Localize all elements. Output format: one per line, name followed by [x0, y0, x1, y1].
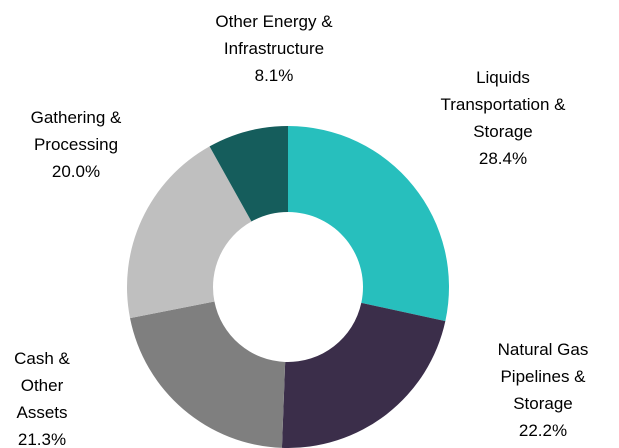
donut-slice [281, 302, 446, 448]
value-label: 22.2% [518, 421, 568, 440]
value-label: 28.4% [478, 149, 528, 168]
donut-slice [130, 301, 286, 448]
value-label: 20.0% [51, 162, 101, 181]
category-name: Cash & Other Assets [14, 349, 70, 422]
value-label: 8.1% [254, 66, 294, 85]
category-name: Natural Gas Pipelines & Storage [497, 340, 589, 413]
slice-label: Cash & Other Assets 21.3% [2, 345, 82, 448]
category-name: Liquids Transportation & Storage [440, 68, 566, 141]
donut-slice [209, 126, 288, 222]
slice-label: Other Energy & Infrastructure 8.1% [184, 8, 364, 89]
category-name: Other Energy & Infrastructure [215, 12, 333, 58]
donut-slice [288, 126, 450, 322]
slice-label: Liquids Transportation & Storage 28.4% [428, 64, 578, 172]
donut-slice [127, 146, 252, 319]
slice-label: Gathering & Processing 20.0% [6, 104, 146, 185]
slice-label: Natural Gas Pipelines & Storage 22.2% [488, 336, 598, 444]
value-label: 21.3% [17, 430, 67, 448]
category-name: Gathering & Processing [30, 108, 122, 154]
